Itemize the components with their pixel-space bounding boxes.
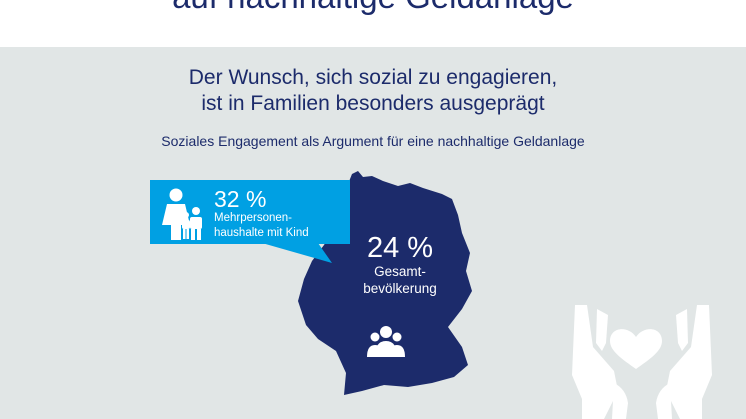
headline-line-1: Der Wunsch, sich sozial zu engagieren, [188,66,558,89]
total-percentage: 24 % [366,232,434,264]
family-icon [162,188,202,240]
headline: Der Wunsch, sich sozial zu engagieren, i… [0,65,746,117]
families-label-line-2: haushalte mit Kind [214,226,309,239]
total-label-line-1: Gesamt- [374,264,426,279]
infographic-graphics [150,171,712,419]
families-percentage: 32 % [214,186,267,212]
infographic-panel: Der Wunsch, sich sozial zu engagieren, i… [0,47,746,419]
people-group-icon [367,326,405,357]
total-label-line-2: bevölkerung [363,281,437,296]
total-population-stat: 24 % Gesamt- bevölkerung [340,233,460,297]
headline-line-2: ist in Familien besonders ausgeprägt [201,92,545,115]
subheadline: Soziales Engagement als Argument für ein… [161,133,585,149]
families-label-line-1: Mehrpersonen- [214,212,292,224]
families-stat: 32 % Mehrpersonen- haushalte mit Kind [214,187,344,240]
hands-holding-heart-icon [572,305,712,419]
page-title: auf nachhaltige Geldanlage [0,0,746,16]
header-band: auf nachhaltige Geldanlage [0,0,746,47]
callout-pointer [262,243,332,263]
